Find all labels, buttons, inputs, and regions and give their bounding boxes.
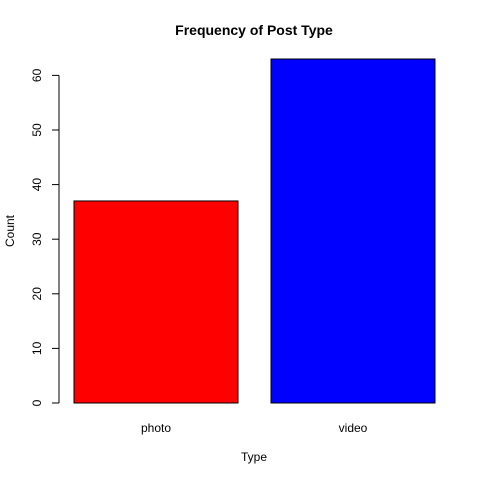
y-tick-label: 0	[30, 399, 44, 406]
chart-title: Frequency of Post Type	[175, 22, 333, 38]
y-tick-label: 30	[30, 232, 44, 246]
x-axis-label: Type	[241, 450, 267, 464]
y-tick-label: 10	[30, 341, 44, 355]
y-tick-label: 50	[30, 123, 44, 137]
bars	[73, 58, 436, 404]
x-axis-categories: photo video	[141, 421, 368, 435]
y-axis-label: Count	[3, 214, 17, 247]
y-axis: 0 10 20 30 40 50 60	[30, 68, 60, 406]
bar-video	[270, 58, 436, 404]
x-category-label: photo	[141, 421, 171, 435]
bar-photo	[73, 200, 239, 404]
y-tick-label: 60	[30, 68, 44, 82]
x-category-label: video	[339, 421, 368, 435]
y-tick-label: 40	[30, 178, 44, 192]
y-tick-label: 20	[30, 287, 44, 301]
